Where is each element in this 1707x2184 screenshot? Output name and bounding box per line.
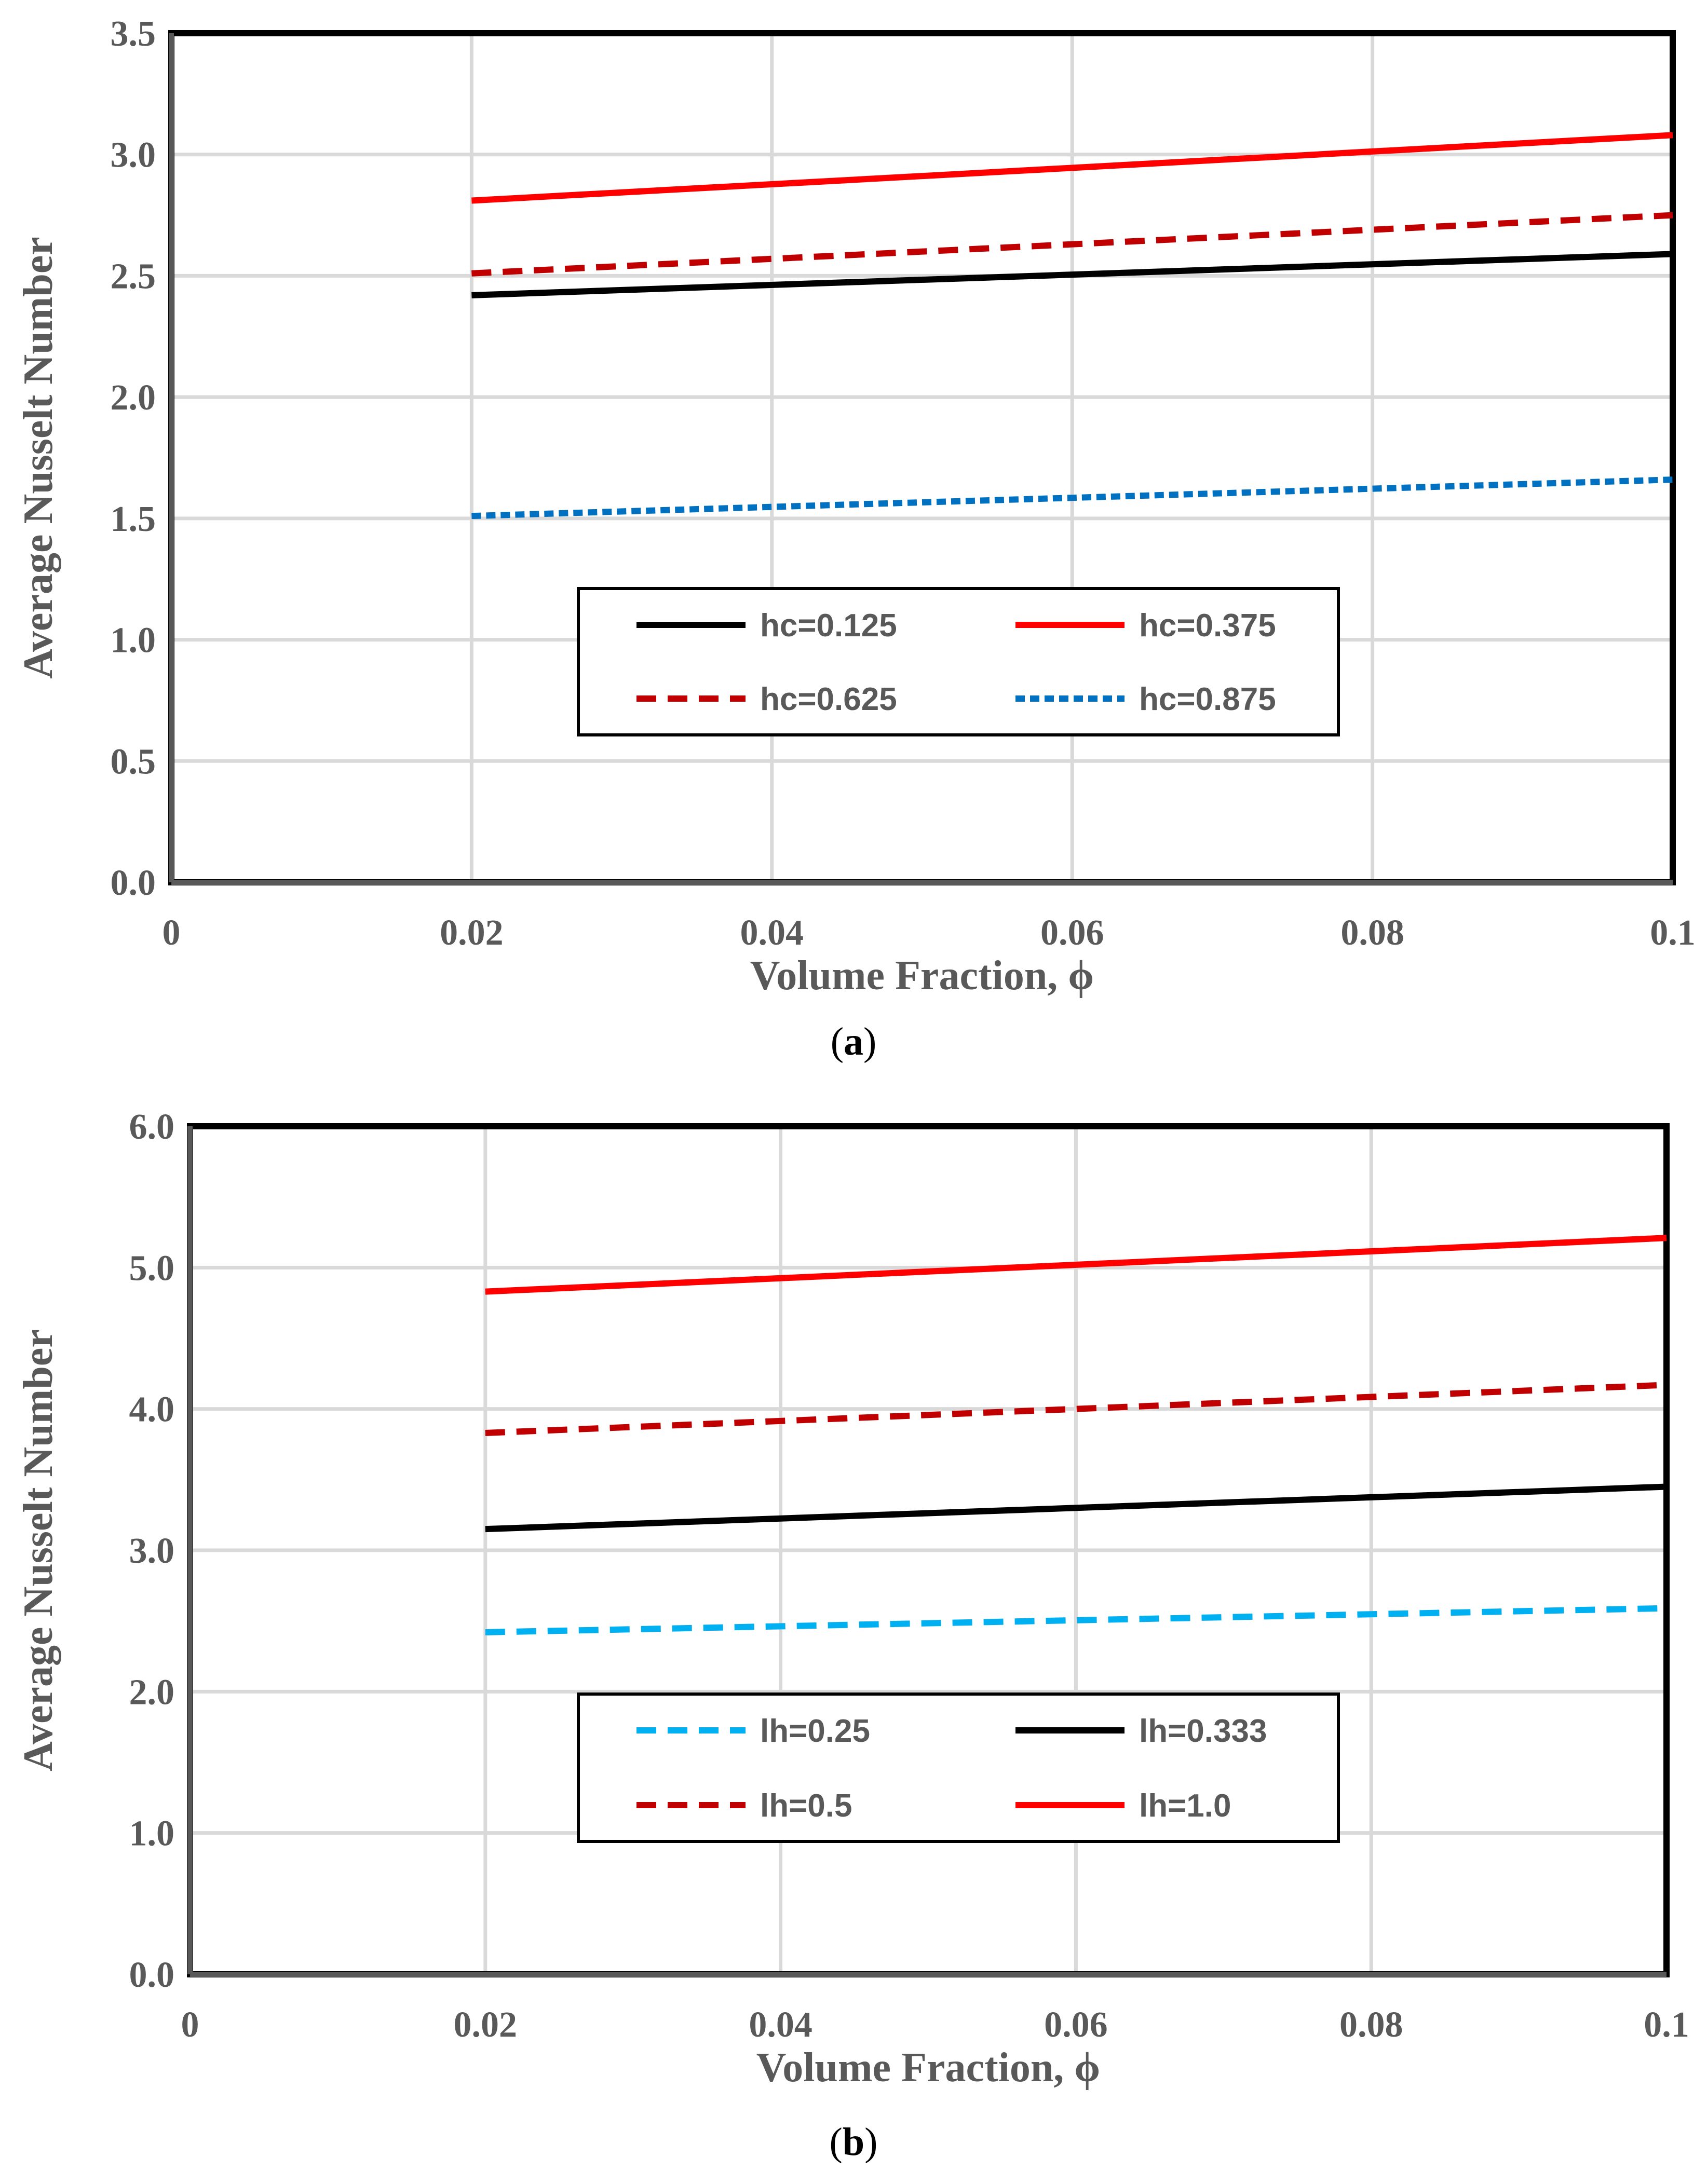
series-line-hc=0.625 (471, 212, 1673, 277)
y-tick-label: 2.0 (111, 378, 156, 418)
y-tick-label: 1.5 (111, 499, 156, 539)
chart-panel-b: 0.0 1.0 2.0 3.0 4.0 5.0 6.0 0 0.02 0.04 0.06 0.08 0.… (0, 1092, 1707, 2184)
chart-a: 0.0 0.5 1.0 1.5 2.0 2.5 3.0 3.5 0 0.02 0.04 0.06 0.0… (16, 14, 1696, 1063)
series-line-lh=1.0 (485, 1235, 1667, 1295)
y-tick-label: 0.5 (111, 742, 156, 782)
y-axis-title: Average Nusselt Number (16, 1329, 61, 1771)
y-tick-label: 3.0 (111, 135, 156, 175)
series-line-hc=0.375 (471, 132, 1673, 204)
x-tick-label: 0.04 (749, 2005, 812, 2045)
caption-close: ) (864, 2120, 877, 2164)
y-tick-label: 0.0 (129, 1955, 175, 1995)
x-tick-label: 0.08 (1340, 913, 1404, 953)
y-tick-label: 3.0 (129, 1531, 175, 1571)
caption-letter: b (843, 2120, 864, 2164)
y-axis-title: Average Nusselt Number (16, 237, 61, 679)
figure-caption: (b) (830, 2120, 878, 2164)
y-tick-label: 2.5 (111, 256, 156, 296)
legend-label: hc=0.125 (760, 608, 897, 644)
y-tick-label: 1.0 (111, 621, 156, 661)
x-tick-label: 0.02 (454, 2005, 518, 2045)
legend-label: lh=1.0 (1139, 1788, 1231, 1824)
x-tick-label: 0 (162, 913, 181, 953)
legend-label: lh=0.25 (760, 1713, 870, 1749)
series-line-hc=0.875 (471, 476, 1673, 520)
plot-frame (168, 30, 1676, 885)
y-tick-label: 1.0 (129, 1814, 175, 1854)
figure-caption: (a) (831, 1020, 877, 1063)
caption-open: ( (830, 2120, 843, 2164)
legend-box (577, 587, 1340, 736)
x-tick-label: 0.1 (1650, 913, 1696, 953)
legend-label: hc=0.625 (760, 681, 897, 717)
x-tick-label: 0.02 (440, 913, 504, 953)
chart-panel-a: 0.0 0.5 1.0 1.5 2.0 2.5 3.0 3.5 0 0.02 0.04 0.06 0.0… (16, 14, 1696, 1063)
x-tick-label: 0.08 (1339, 2005, 1403, 2045)
series-line-hc=0.125 (471, 251, 1673, 298)
y-tick-label: 3.5 (111, 14, 156, 54)
y-tick-label: 0.0 (111, 863, 156, 903)
y-tick-label: 6.0 (129, 1107, 175, 1147)
legend-label: lh=0.333 (1139, 1713, 1267, 1749)
legend-box (577, 1692, 1340, 1843)
x-tick-label: 0.06 (1040, 913, 1104, 953)
legend-label: lh=0.5 (760, 1788, 852, 1824)
x-axis-title: Volume Fraction, ϕ (750, 953, 1094, 999)
series-line-lh=0.25 (485, 1605, 1667, 1635)
caption-open: ( (831, 1020, 844, 1063)
caption-letter: a (844, 1020, 863, 1063)
legend-label: hc=0.375 (1139, 608, 1276, 644)
series-line-lh=0.333 (485, 1483, 1667, 1533)
series-line-lh=0.5 (485, 1382, 1667, 1436)
y-tick-label: 4.0 (129, 1390, 175, 1430)
legend-label: hc=0.875 (1139, 681, 1276, 717)
x-tick-label: 0.06 (1044, 2005, 1108, 2045)
chart-b: 0.0 1.0 2.0 3.0 4.0 5.0 6.0 0 0.02 0.04 0.06 0.08 0.… (16, 1107, 1689, 2164)
y-tick-label: 2.0 (129, 1672, 175, 1712)
x-axis-title: Volume Fraction, ϕ (756, 2045, 1100, 2091)
caption-close: ) (863, 1020, 876, 1063)
x-tick-label: 0.1 (1644, 2005, 1689, 2045)
x-tick-label: 0 (181, 2005, 199, 2045)
x-tick-label: 0.04 (740, 913, 804, 953)
y-tick-label: 5.0 (129, 1248, 175, 1288)
